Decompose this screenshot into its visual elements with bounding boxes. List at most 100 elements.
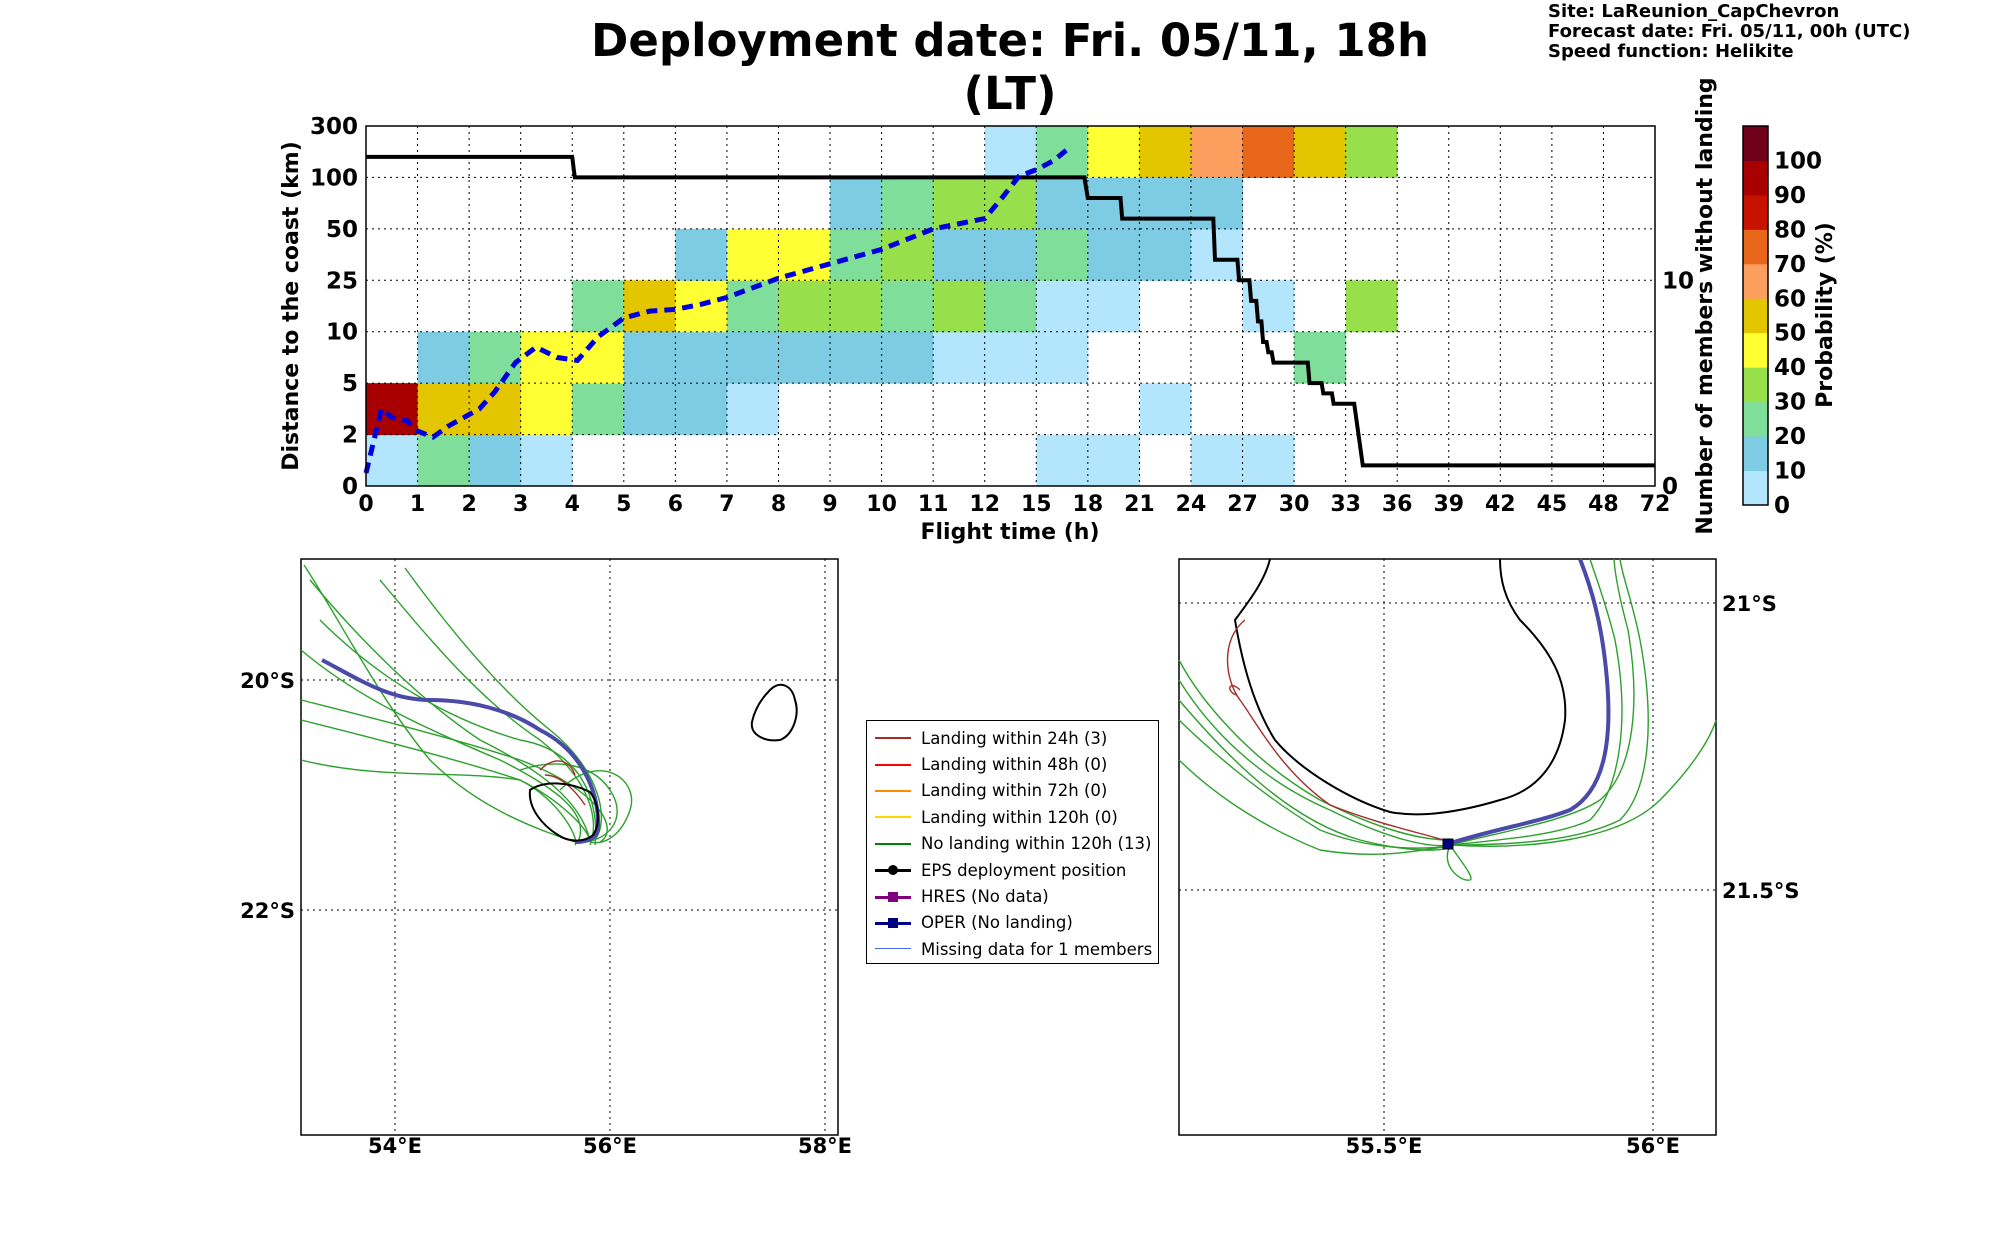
heatmap-cell xyxy=(881,177,934,230)
x-tick-label: 42 xyxy=(1485,492,1516,517)
legend-item: No landing within 120h (13) xyxy=(873,831,1158,857)
x-tick-label: 6 xyxy=(668,492,683,517)
heatmap-cell xyxy=(984,331,1037,384)
colorbar-tick-label: 80 xyxy=(1774,217,1806,243)
legend-label: EPS deployment position xyxy=(921,860,1127,880)
map-left-frame xyxy=(300,558,839,1136)
heatmap-cell xyxy=(984,177,1037,230)
heatmap-cell xyxy=(984,228,1037,281)
heatmap-cell xyxy=(1087,280,1140,333)
heatmap-cell xyxy=(1036,434,1089,487)
track xyxy=(303,564,576,843)
y2-axis-label: Number of members without landing xyxy=(1693,77,1718,534)
legend-swatch xyxy=(873,863,913,877)
colorbar-tick-label: 30 xyxy=(1774,390,1806,416)
map-right-landing-tracks xyxy=(1226,619,1451,843)
colorbar-tick-label: 70 xyxy=(1774,252,1806,278)
colorbar-tick-label: 90 xyxy=(1774,183,1806,209)
x-tick-label: 5 xyxy=(616,492,631,517)
legend-item: Landing within 120h (0) xyxy=(873,804,1158,830)
legend-label: Landing within 48h (0) xyxy=(921,755,1108,775)
heatmap-cell xyxy=(417,331,470,384)
y-tick-label: 0 xyxy=(342,474,358,500)
track xyxy=(300,699,608,843)
x-tick-label: 1 xyxy=(410,492,425,517)
x-tick-label: 36 xyxy=(1382,492,1413,517)
figure-title: Deployment date: Fri. 05/11, 18h (LT) xyxy=(591,14,1429,120)
heatmap-cell xyxy=(984,280,1037,333)
colorbar-segment xyxy=(1743,401,1768,437)
legend-swatch xyxy=(873,916,913,930)
x-tick-label: 8 xyxy=(771,492,786,517)
site-label: Site: LaReunion_CapChevron xyxy=(1548,1,1840,22)
track xyxy=(300,759,577,846)
heatmap-cell xyxy=(469,434,522,487)
legend-item: EPS deployment position xyxy=(873,857,1158,883)
heatmap-cell xyxy=(1190,177,1244,230)
heatmap-cell xyxy=(1139,177,1192,230)
x-tick-label: 33 xyxy=(1330,492,1361,517)
y-tick-label: 100 xyxy=(310,165,358,191)
map-left-lon-label: 58°E xyxy=(798,1134,852,1158)
track xyxy=(1449,558,1635,846)
heatmap-cell xyxy=(1242,434,1295,487)
x-tick-label: 9 xyxy=(822,492,837,517)
y2-tick-label: 0 xyxy=(1662,474,1678,500)
heatmap-cell xyxy=(1139,383,1192,436)
colorbar-label: Probability (%) xyxy=(1813,222,1838,408)
heatmap-cell xyxy=(933,280,986,333)
colorbar-tick-label: 50 xyxy=(1774,321,1806,347)
track xyxy=(1449,558,1649,846)
map-left-lat-label: 22°S xyxy=(240,899,295,923)
heatmap-frame xyxy=(365,125,1656,487)
y-tick-label: 300 xyxy=(310,114,358,140)
y2-tick-label: 10 xyxy=(1662,268,1694,294)
x-tick-label: 72 xyxy=(1640,492,1671,517)
x-tick-label: 18 xyxy=(1073,492,1104,517)
y-tick-label: 2 xyxy=(342,423,358,449)
track xyxy=(1178,719,1451,849)
x-tick-label: 2 xyxy=(461,492,476,517)
colorbar-tick-label: 0 xyxy=(1774,493,1790,519)
map-left-lat-label: 20°S xyxy=(240,669,295,693)
colorbar-segment xyxy=(1743,126,1768,161)
x-tick-label: 45 xyxy=(1537,492,1568,517)
track xyxy=(519,763,618,843)
legend-item: HRES (No data) xyxy=(873,883,1158,909)
x-tick-label: 0 xyxy=(358,492,373,517)
legend-label: Landing within 120h (0) xyxy=(921,807,1118,827)
x-tick-label: 11 xyxy=(918,492,949,517)
colorbar-segment xyxy=(1743,436,1768,472)
y-tick-label: 5 xyxy=(342,371,358,397)
track xyxy=(1446,844,1472,881)
forecast-date-label: Forecast date: Fri. 05/11, 00h (UTC) xyxy=(1548,21,1911,42)
heatmap-cell xyxy=(675,331,728,384)
speed-function-label: Speed function: Helikite xyxy=(1548,41,1794,62)
legend-item: Landing within 72h (0) xyxy=(873,778,1158,804)
x-tick-label: 3 xyxy=(513,492,528,517)
track xyxy=(1449,558,1623,846)
colorbar: 0 10 20 30 40 50 60 70 80 90 100 xyxy=(1742,125,1822,519)
x-tick-label: 39 xyxy=(1433,492,1464,517)
colorbar-segment xyxy=(1743,229,1768,265)
map-right-oper-track xyxy=(1447,558,1611,846)
colorbar-tick-label: 10 xyxy=(1774,459,1806,485)
track xyxy=(1449,719,1717,847)
colorbar-segment xyxy=(1743,470,1768,506)
y2-tick-labels: 0 10 xyxy=(1662,268,1694,500)
heatmap-cell xyxy=(1087,228,1140,281)
map-left-oper-track xyxy=(321,658,601,844)
heatmap-cell xyxy=(623,331,676,384)
heatmap-cell xyxy=(1294,126,1347,178)
heatmap-cell xyxy=(1087,177,1140,230)
legend-label: OPER (No landing) xyxy=(921,913,1073,933)
map-right-lat-label: 21.5°S xyxy=(1722,879,1799,903)
heatmap-cell xyxy=(675,383,728,436)
heatmap-cell xyxy=(1087,434,1140,487)
members-without-landing-line xyxy=(366,154,1655,468)
legend-swatch xyxy=(873,784,913,798)
track xyxy=(1178,679,1451,847)
x-tick-labels: 0 1 2 3 4 5 6 7 8 9 10 11 12 15 18 21 24 27 30 33 36 39 42 45 48… xyxy=(358,492,1670,517)
